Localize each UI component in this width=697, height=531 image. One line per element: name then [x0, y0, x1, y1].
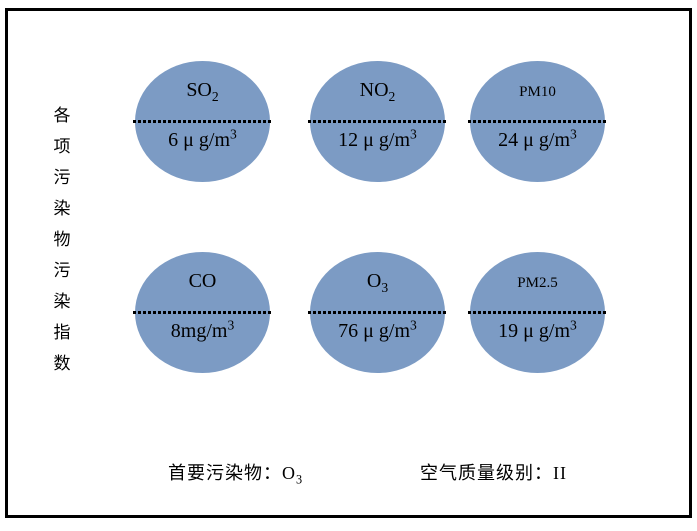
- pollutant-name-o3: O3: [310, 270, 445, 296]
- pollutant-value-text: 24 μ g/m: [498, 128, 571, 151]
- pollutant-name-pm25: PM2.5: [470, 275, 605, 292]
- pollutant-value-text: 8mg/m: [170, 319, 228, 342]
- pollutant-circle-o3: O3 76 μ g/m3: [308, 252, 447, 373]
- dotted-divider-line: [308, 119, 447, 123]
- pollutant-circle-so2: SO2 6 μ g/m3: [133, 61, 272, 182]
- pollutant-name-subscript: 3: [381, 280, 389, 296]
- pollutant-name-so2: SO2: [135, 79, 270, 105]
- dotted-divider-line: [133, 119, 272, 123]
- pollutant-circle-no2: NO2 12 μ g/m3: [308, 61, 447, 182]
- pollutant-value-o3: 76 μ g/m3: [310, 317, 445, 343]
- pollutant-value-text: 12 μ g/m: [338, 128, 411, 151]
- pollutant-value-superscript: 3: [570, 126, 577, 142]
- pollutant-name-subscript: 2: [211, 89, 219, 105]
- pollutant-name-text: PM10: [519, 83, 556, 100]
- air-quality-level-label: 空气质量级别：II: [420, 463, 567, 483]
- pollutant-name-subscript: 2: [388, 89, 396, 105]
- primary-pollutant-subscript: 3: [296, 472, 304, 487]
- pollutant-value-superscript: 3: [230, 126, 237, 142]
- dotted-divider-line: [468, 310, 607, 314]
- pollutant-value-text: 76 μ g/m: [338, 319, 411, 342]
- vertical-axis-caption: 各项污染物污染指数: [53, 106, 71, 373]
- pollutant-value-pm25: 19 μ g/m3: [470, 317, 605, 343]
- pollutant-name-text: SO: [186, 79, 212, 102]
- pollutant-circle-pm25: PM2.5 19 μ g/m3: [468, 252, 607, 373]
- pollutant-circle-co: CO 8mg/m3: [133, 252, 272, 373]
- pollutant-value-superscript: 3: [570, 317, 577, 333]
- primary-pollutant-label: 首要污染物：O3: [168, 459, 304, 487]
- pollutant-name-no2: NO2: [310, 79, 445, 105]
- pollutant-value-text: 19 μ g/m: [498, 319, 571, 342]
- dotted-divider-line: [468, 119, 607, 123]
- pollutant-circle-pm10: PM10 24 μ g/m3: [468, 61, 607, 182]
- figure-border-frame: [5, 8, 692, 518]
- pollutant-value-no2: 12 μ g/m3: [310, 126, 445, 152]
- pollutant-value-so2: 6 μ g/m3: [135, 126, 270, 152]
- pollutant-name-text: PM2.5: [517, 274, 558, 291]
- primary-pollutant-text: 首要污染物：O: [168, 463, 296, 483]
- dotted-divider-line: [133, 310, 272, 314]
- pollutant-value-superscript: 3: [227, 317, 235, 333]
- dotted-divider-line: [308, 310, 447, 314]
- pollutant-value-pm10: 24 μ g/m3: [470, 126, 605, 152]
- pollutant-name-text: CO: [188, 270, 217, 293]
- pollutant-name-co: CO: [135, 270, 270, 293]
- pollutant-name-text: NO: [359, 79, 389, 102]
- pollutant-name-text: O: [366, 270, 382, 293]
- pollutant-value-superscript: 3: [410, 126, 417, 142]
- pollutant-name-pm10: PM10: [470, 84, 605, 101]
- pollutant-value-co: 8mg/m3: [135, 317, 270, 343]
- pollutant-value-text: 6 μ g/m: [168, 128, 231, 151]
- pollutant-value-superscript: 3: [410, 317, 417, 333]
